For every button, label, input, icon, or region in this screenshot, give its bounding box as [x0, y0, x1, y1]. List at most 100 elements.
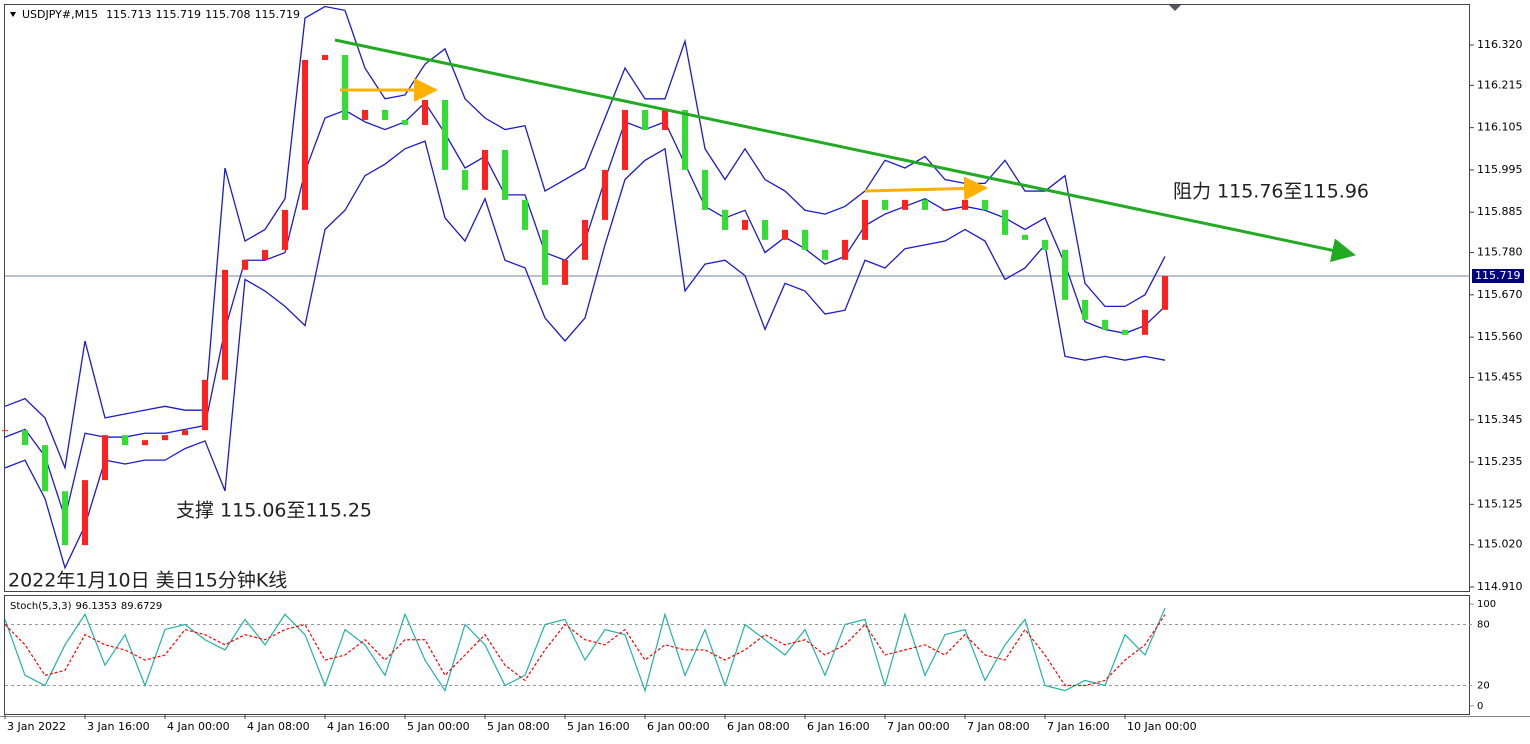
candle: [362, 109, 368, 120]
stoch-line: [4, 607, 1166, 693]
x-tick-label: 10 Jan 00:00: [1127, 720, 1197, 733]
candle: [422, 99, 428, 125]
current-price-box: [1472, 269, 1524, 284]
candle: [102, 435, 108, 481]
y-tick-label: 116.105: [1477, 121, 1523, 134]
ohlc-close: 115.719: [255, 8, 301, 21]
x-tick-label: 3 Jan 16:00: [87, 720, 150, 733]
candle: [882, 199, 888, 210]
stoch-main-readout: 96.1353: [75, 601, 116, 612]
shift-marker: [1169, 5, 1181, 11]
x-tick-label: 4 Jan 00:00: [167, 720, 230, 733]
x-tick-label: 4 Jan 08:00: [247, 720, 310, 733]
candle: [482, 149, 488, 190]
y-tick-label: 115.235: [1477, 455, 1523, 468]
ohlc-open: 115.713: [106, 8, 152, 21]
candle: [622, 109, 628, 170]
candle: [82, 480, 88, 546]
candle: [562, 259, 568, 285]
x-tick-label: 7 Jan 16:00: [1047, 720, 1110, 733]
candle: [42, 445, 48, 492]
candle: [662, 109, 668, 130]
y-tick-label: 115.670: [1477, 288, 1523, 301]
y-tick-label: 115.780: [1477, 246, 1523, 259]
candle: [862, 199, 868, 240]
candle: [342, 54, 348, 120]
candle: [542, 229, 548, 285]
candle: [642, 109, 648, 130]
candle: [162, 435, 168, 441]
yellow-arrow: [864, 176, 988, 201]
candle: [522, 199, 528, 230]
candle: [1142, 309, 1148, 335]
stoch-title: Stoch(5,3,3): [10, 601, 72, 612]
bollinger-lower: [4, 140, 1166, 570]
candle: [582, 219, 588, 260]
candle: [1002, 209, 1008, 235]
y-tick-label: 116.215: [1477, 78, 1523, 91]
candle: [1162, 276, 1168, 310]
y-tick-label: 115.455: [1477, 370, 1523, 383]
x-tick-label: 5 Jan 16:00: [567, 720, 630, 733]
stoch-header: Stoch(5,3,3) 96.1353 89.6729: [10, 601, 162, 612]
candle: [182, 430, 188, 436]
ohlc-low: 115.708: [205, 8, 251, 21]
x-tick-label: 7 Jan 00:00: [887, 720, 950, 733]
x-tick-label: 7 Jan 08:00: [967, 720, 1030, 733]
y-tick-label: 115.345: [1477, 413, 1523, 426]
marks: 116.320 116.215 116.105 115.995 115.885 115.7…: [2, 5, 1524, 733]
candle: [982, 199, 988, 210]
y-tick-label: 115.995: [1477, 163, 1523, 176]
candle: [942, 209, 948, 211]
chart-caption: 2022年1月10日 美日15分钟K线: [8, 570, 287, 592]
candle: [742, 219, 748, 230]
candle: [402, 119, 408, 125]
stoch-tick-label: 0: [1477, 701, 1483, 712]
menu-arrow: [10, 12, 16, 17]
candle: [262, 249, 268, 260]
candle: [822, 249, 828, 260]
candle: [922, 199, 928, 210]
candle: [142, 440, 148, 446]
candle: [1022, 234, 1028, 240]
x-tick-label: 6 Jan 00:00: [647, 720, 710, 733]
candle: [22, 430, 28, 446]
candle: [122, 435, 128, 446]
x-tick-label: 6 Jan 08:00: [727, 720, 790, 733]
stoch-tick-label: 100: [1477, 599, 1496, 610]
candle: [1042, 239, 1048, 250]
x-tick-label: 5 Jan 08:00: [487, 720, 550, 733]
candle: [202, 379, 208, 431]
candle: [1122, 329, 1128, 335]
ohlc-high: 115.719: [156, 8, 202, 21]
candle: [842, 239, 848, 260]
candle: [282, 209, 288, 250]
y-tick-label: 115.560: [1477, 330, 1523, 343]
resistance-note: 阻力 115.76至115.96: [1173, 181, 1369, 203]
stoch-line: [4, 614, 1166, 687]
candle: [462, 169, 468, 190]
main-frame: [4, 4, 1470, 592]
candle: [802, 229, 808, 250]
x-tick-label: 4 Jan 16:00: [327, 720, 390, 733]
y-tick-label: 114.910: [1477, 580, 1523, 593]
candle: [602, 169, 608, 220]
candle: [302, 59, 308, 210]
stoch-frame: [4, 595, 1470, 715]
x-tick-label: 3 Jan 2022: [7, 720, 66, 733]
candle: [322, 54, 328, 60]
y-tick-label: 115.020: [1477, 538, 1523, 551]
y-tick-label: 116.320: [1477, 38, 1523, 51]
support-note: 支撑 115.06至115.25: [176, 500, 372, 522]
candle: [1102, 319, 1108, 330]
stoch-tick-label: 80: [1477, 619, 1490, 630]
candle: [722, 209, 728, 230]
candle: [762, 219, 768, 240]
candle: [1062, 249, 1068, 300]
candle: [782, 229, 788, 240]
stoch-signal-readout: 89.6729: [121, 601, 162, 612]
candle: [682, 109, 688, 170]
